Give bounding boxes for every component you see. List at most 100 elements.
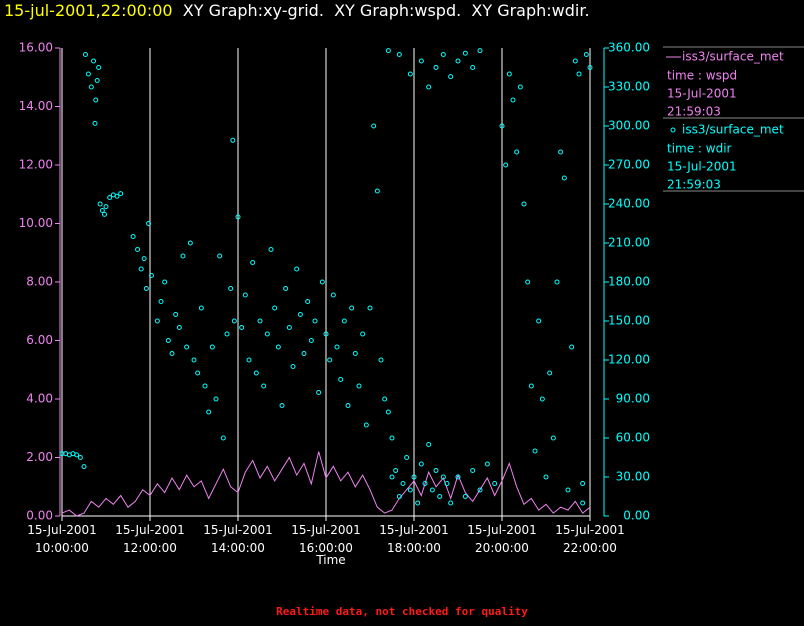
wdir-point	[426, 84, 432, 90]
wdir-point	[169, 351, 175, 356]
wdir-point	[231, 318, 237, 324]
legend-detail: 15-Jul-2001	[667, 87, 737, 101]
wdir-point	[305, 299, 311, 304]
wdir-point	[114, 193, 120, 199]
y2-tick-label: 90.00	[616, 392, 650, 406]
wdir-point	[418, 58, 424, 64]
wdir-point	[378, 357, 384, 363]
wdir-point	[429, 487, 435, 493]
wdir-point	[235, 214, 241, 220]
wdir-point	[558, 149, 564, 155]
wdir-point	[583, 52, 589, 57]
wdir-point	[173, 312, 179, 317]
wdir-point	[88, 84, 94, 90]
wdir-point	[85, 71, 91, 77]
legend-name: iss3/surface_met	[682, 50, 784, 64]
wdir-point	[455, 58, 461, 64]
y2-tick-label: 360.00	[608, 41, 650, 55]
wdir-point	[294, 266, 300, 272]
legend-swatch	[670, 127, 676, 133]
wdir-point	[239, 325, 245, 330]
wdir-point	[148, 273, 154, 278]
wdir-point	[580, 481, 586, 486]
wdir-point	[400, 481, 406, 486]
wdir-point	[319, 279, 325, 285]
wdir-point	[92, 120, 98, 126]
wdir-point	[138, 266, 144, 272]
wdir-point	[517, 84, 523, 90]
wdir-point	[444, 481, 450, 486]
wdir-point	[158, 299, 164, 304]
wdir-point	[264, 331, 270, 337]
wdir-point	[569, 344, 575, 350]
y-tick-label: 14.00	[19, 99, 53, 113]
wdir-point	[565, 487, 571, 493]
legend-detail: time : wspd	[667, 69, 737, 83]
wdir-point	[253, 370, 259, 376]
wdir-point	[96, 65, 102, 70]
wdir-point	[323, 331, 329, 337]
wdir-point	[382, 396, 388, 402]
wdir-point	[448, 500, 454, 506]
wdir-point	[94, 78, 100, 83]
wdir-point	[198, 305, 204, 311]
wdir-point	[422, 481, 428, 486]
y2-tick-label: 30.00	[616, 470, 650, 484]
wdir-point	[228, 286, 234, 291]
wdir-point	[433, 468, 439, 473]
legend-detail: 21:59:03	[667, 178, 721, 192]
wdir-point	[154, 318, 160, 324]
wdir-point	[411, 474, 417, 480]
wdir-point	[206, 409, 212, 415]
y2-tick-label: 330.00	[608, 80, 650, 94]
wdir-point	[385, 48, 391, 54]
wdir-point	[257, 318, 263, 324]
x-tick-label: 15-Jul-2001 20:00:00	[467, 523, 537, 555]
wdir-point	[418, 461, 424, 467]
wdir-point	[230, 137, 236, 143]
y-tick-label: 10.00	[19, 216, 53, 230]
wdir-point	[102, 211, 108, 217]
y2-tick-label: 270.00	[608, 158, 650, 172]
wdir-point	[572, 58, 578, 64]
wdir-point	[363, 422, 369, 428]
wdir-point	[97, 201, 103, 207]
wdir-point	[191, 357, 197, 363]
wdir-point	[99, 208, 105, 213]
wdir-point	[330, 292, 336, 298]
wdir-point	[290, 364, 296, 369]
wdir-point	[82, 52, 88, 57]
wdir-point	[316, 390, 322, 395]
wdir-point	[279, 403, 285, 408]
wdir-point	[297, 312, 303, 317]
wdir-point	[146, 221, 152, 226]
wdir-point	[272, 305, 278, 311]
footer-note: Realtime data, not checked for quality	[276, 605, 528, 618]
wdir-point	[484, 461, 490, 467]
wdir-point	[345, 403, 351, 408]
x-axis-title: Time	[316, 553, 346, 567]
wdir-point	[550, 435, 556, 441]
wdir-point	[477, 48, 483, 54]
x-tick-label: 15-Jul-2001 16:00:00	[291, 523, 361, 555]
wdir-point	[404, 455, 410, 460]
wdir-point	[503, 162, 509, 168]
wdir-point	[528, 383, 534, 389]
wdir-point	[543, 474, 549, 480]
wdir-point	[220, 435, 226, 441]
wdir-point	[74, 452, 80, 458]
wdir-point	[261, 383, 267, 389]
y2-tick-label: 0.00	[623, 509, 650, 523]
wdir-point	[360, 331, 366, 337]
legend-name: iss3/surface_met	[682, 123, 784, 137]
wdir-point	[103, 204, 109, 210]
y-tick-label: 12.00	[19, 158, 53, 172]
wdir-point	[440, 52, 446, 57]
wdir-point	[514, 149, 520, 155]
x-tick-label: 15-Jul-2001 12:00:00	[115, 523, 185, 555]
x-tick-label: 15-Jul-2001 22:00:00	[555, 523, 625, 555]
y2-tick-label: 180.00	[608, 275, 650, 289]
wdir-point	[180, 253, 186, 259]
wdir-point	[275, 344, 281, 350]
wdir-point	[246, 357, 252, 363]
